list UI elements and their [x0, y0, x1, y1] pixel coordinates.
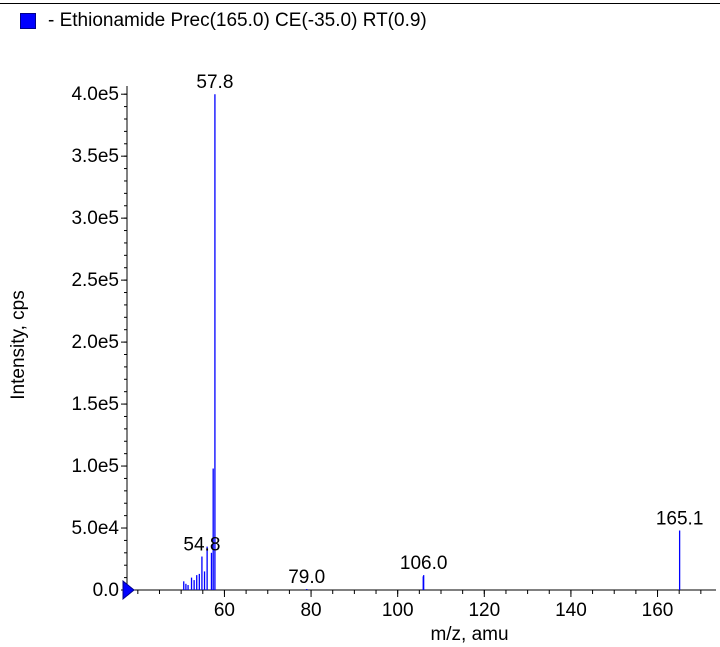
peak-label: 165.1: [656, 509, 704, 530]
zero-marker-icon: [122, 579, 135, 601]
legend-swatch: [20, 13, 36, 29]
peak-label: 106.0: [400, 553, 448, 574]
x-tick-label: 120: [468, 600, 500, 621]
y-tick-label: 4.0e5: [71, 84, 119, 105]
legend-label: - Ethionamide Prec(165.0) CE(-35.0) RT(0…: [48, 10, 427, 31]
y-tick-label: 1.0e5: [71, 456, 119, 477]
peak-label: 54.8: [183, 535, 220, 556]
y-tick-label: 3.0e5: [71, 208, 119, 229]
top-divider: [0, 3, 720, 4]
y-tick-label: 5.0e4: [71, 518, 119, 539]
y-axis-title: Intensity, cps: [8, 290, 29, 399]
y-tick-label: 2.5e5: [71, 270, 119, 291]
x-tick-label: 100: [382, 600, 414, 621]
x-tick-label: 140: [555, 600, 587, 621]
x-tick-label: 80: [300, 600, 321, 621]
y-tick-label: 2.0e5: [71, 332, 119, 353]
x-tick-label: 160: [642, 600, 674, 621]
legend: - Ethionamide Prec(165.0) CE(-35.0) RT(0…: [20, 8, 427, 34]
peak-label: 79.0: [288, 567, 325, 588]
y-tick-label: 3.5e5: [71, 146, 119, 167]
y-tick-label: 0.0: [93, 580, 119, 601]
x-tick-label: 60: [214, 600, 235, 621]
y-tick-label: 1.5e5: [71, 394, 119, 415]
x-axis-title: m/z, amu: [430, 624, 508, 645]
peak-label: 57.8: [196, 72, 233, 93]
